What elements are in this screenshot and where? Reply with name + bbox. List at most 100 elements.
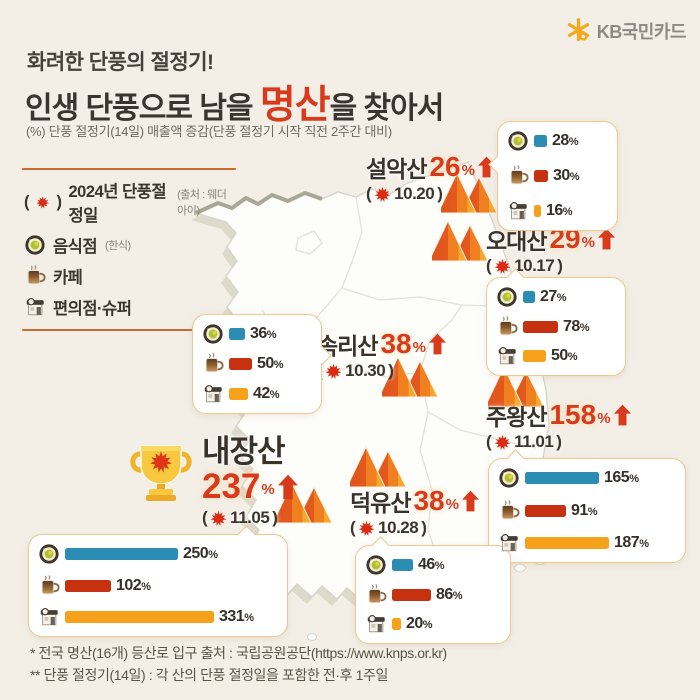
mountain-pct: 26	[429, 151, 461, 182]
store-bar	[65, 611, 214, 623]
stats-box-naejangsan: 250% 102% 331%	[28, 524, 288, 637]
cafe-icon	[507, 165, 529, 187]
stat-row-cafe: 30%	[507, 165, 608, 187]
cafe-icon	[202, 353, 224, 375]
cafe-bar	[534, 170, 548, 182]
up-arrow-icon	[614, 404, 631, 426]
mountain-name: 주왕산	[486, 404, 547, 430]
food-bar	[525, 472, 599, 484]
stat-value: 42%	[253, 385, 280, 402]
pct-symbol: %	[597, 409, 611, 427]
food-bar	[534, 135, 547, 147]
stat-value: 16%	[546, 202, 573, 219]
stat-row-store: 331%	[38, 606, 278, 628]
food-icon	[498, 467, 520, 489]
food-icon	[202, 323, 224, 345]
stat-row-cafe: 91%	[498, 500, 676, 522]
stat-value: 36%	[250, 325, 277, 342]
legend-food-label: 음식점	[53, 238, 98, 256]
cafe-bar	[523, 320, 558, 333]
stat-row-store: 50%	[496, 345, 616, 367]
page-title: 인생 단풍으로 남을 명산을 찾아서	[25, 74, 444, 130]
maple-leaf-icon	[325, 363, 342, 380]
store-icon	[498, 532, 520, 554]
brand-name: KB국민카드	[596, 21, 687, 42]
stat-row-cafe: 102%	[38, 575, 278, 597]
paren-open: (	[486, 432, 492, 451]
up-arrow-icon	[429, 333, 446, 355]
paren-open: (	[24, 192, 30, 211]
stats-box-juwangsan: 165% 91% 187%	[488, 448, 686, 563]
pct-symbol: %	[261, 481, 275, 499]
label-deogyusan: 덕유산 38% ( 10.28)	[350, 484, 479, 538]
food-bar	[523, 291, 535, 303]
store-icon	[202, 383, 224, 405]
date-value: 10.20	[394, 184, 435, 203]
maple-leaf-icon	[494, 258, 511, 275]
peak-date: ( 11.05)	[202, 509, 298, 527]
date-value: 10.28	[378, 518, 419, 537]
cafe-bar	[65, 579, 111, 592]
title-prefix: 인생 단풍으로 남을	[25, 92, 260, 125]
stat-row-food: 36%	[202, 323, 312, 345]
pct-symbol: %	[445, 495, 459, 513]
paren-open: (	[486, 256, 492, 275]
mountain-name: 덕유산	[350, 490, 411, 516]
label-juwangsan: 주왕산 158% ( 11.01)	[486, 398, 631, 452]
cafe-icon	[498, 500, 520, 522]
cafe-icon	[38, 575, 60, 597]
peak-date: ( 11.01)	[486, 432, 631, 452]
date-value: 10.30	[345, 361, 386, 380]
paren-open: (	[202, 508, 208, 528]
stat-value: 102%	[116, 576, 151, 594]
stat-value: 187%	[614, 534, 649, 551]
date-value: 11.01	[514, 432, 554, 451]
stat-value: 27%	[540, 288, 567, 305]
stat-value: 46%	[418, 556, 445, 573]
store-icon	[496, 345, 518, 367]
brand-logo: KB국민카드	[565, 17, 687, 44]
stats-box-odaesan: 27% 78% 50%	[486, 267, 626, 376]
stat-row-store: 16%	[507, 200, 608, 222]
mountain-name: 내장산	[202, 434, 286, 469]
stat-row-food: 46%	[365, 554, 501, 576]
cafe-bar	[392, 588, 431, 601]
paren-close: )	[437, 184, 443, 203]
footnotes: * 전국 명산(16개) 등산로 입구 출처 : 국립공원공단(https://…	[30, 643, 447, 686]
maple-leaf-icon	[36, 194, 49, 211]
legend-food-row: 음식점 (한식)	[24, 233, 234, 257]
legend-cafe-row: 카페	[24, 264, 234, 288]
mountain-pct: 237	[202, 466, 261, 506]
store-icon	[24, 296, 46, 318]
label-naejangsan-winner: 내장산 237% ( 11.05)	[128, 434, 298, 527]
stat-value: 50%	[257, 355, 284, 372]
stat-row-cafe: 50%	[202, 353, 312, 375]
pct-symbol: %	[461, 161, 475, 179]
legend-store-label: 편의점·슈퍼	[53, 300, 132, 318]
stat-value: 30%	[553, 167, 580, 184]
stat-row-food: 165%	[498, 467, 676, 489]
peak-date: ( 10.28)	[350, 518, 479, 538]
trophy-icon	[128, 442, 194, 502]
paren-close: )	[388, 361, 394, 380]
stat-row-store: 42%	[202, 383, 312, 405]
store-bar	[229, 388, 248, 400]
maple-leaf-icon	[374, 186, 391, 203]
stat-value: 331%	[219, 608, 254, 625]
mountain-pct: 38	[413, 485, 445, 516]
maple-leaf-icon	[358, 520, 375, 537]
cafe-icon	[365, 584, 387, 606]
store-bar	[523, 350, 546, 362]
food-icon	[496, 286, 518, 308]
stats-box-seoraksan: 28% 30% 16%	[487, 121, 618, 231]
maple-leaf-icon	[210, 510, 227, 527]
up-arrow-icon	[462, 490, 479, 512]
stat-value: 28%	[552, 132, 579, 149]
stat-row-store: 187%	[498, 532, 676, 554]
legend-food-sub: (한식)	[105, 240, 131, 252]
legend-peak-label: 2024년 단풍절정일	[68, 183, 166, 225]
stat-row-food: 28%	[507, 130, 608, 152]
food-bar	[392, 559, 413, 571]
maple-leaf-icon	[494, 434, 511, 451]
paren-open: (	[350, 518, 356, 537]
